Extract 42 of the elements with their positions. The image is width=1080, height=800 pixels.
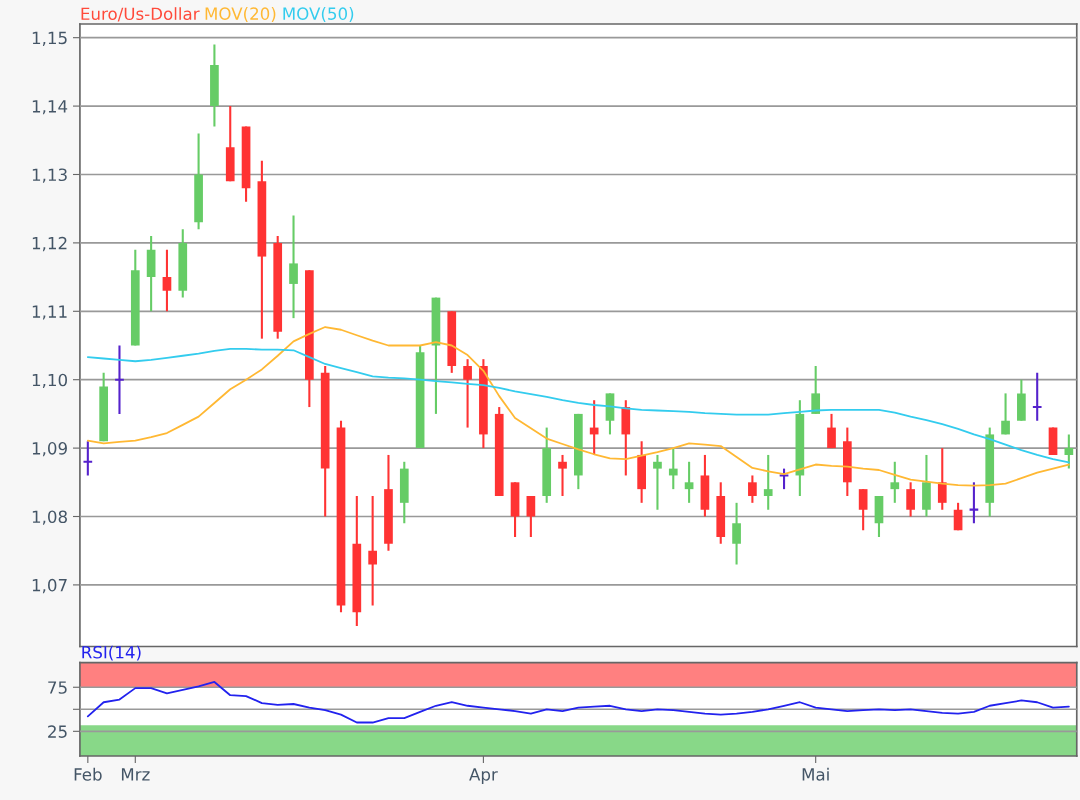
y-tick-label: 75	[48, 681, 67, 694]
candlestick	[1064, 433, 1074, 470]
candlestick	[906, 481, 915, 518]
y-tick-label: 1,11	[32, 305, 67, 320]
line-series	[86, 681, 1070, 724]
candlestick	[162, 248, 172, 313]
text: MOV(20)	[205, 7, 276, 22]
x-tick-label: Apr	[469, 768, 498, 784]
text: MOV(50)	[283, 7, 354, 22]
candlestick	[684, 460, 694, 504]
x-tick-label: Mai	[802, 767, 829, 781]
y-tick-label: 1,07	[32, 578, 67, 594]
chart-title: Euro/Us-Dollar	[81, 7, 200, 22]
candlestick	[811, 364, 821, 415]
candlestick	[653, 453, 662, 511]
line-series	[86, 348, 1070, 464]
y-tick-label: 1,08	[32, 510, 67, 525]
candlestick	[732, 501, 741, 566]
series-label: RSI(14)	[82, 645, 141, 661]
y-tick-label: 1,14	[32, 100, 68, 115]
x-tick-label: Mrz	[121, 768, 150, 781]
candlestick	[589, 399, 599, 456]
y-tick-label: 25	[48, 725, 67, 738]
candlestick	[1001, 392, 1010, 436]
candlestick	[890, 460, 900, 504]
candlestick	[368, 494, 377, 607]
y-tick-label: 1,15	[32, 31, 67, 46]
y-tick-label: 1,13	[32, 168, 67, 183]
candlestick	[748, 474, 757, 504]
candlestick	[858, 488, 868, 532]
candlestick	[526, 494, 536, 539]
x-tick-label: Feb	[74, 767, 102, 781]
candlestick	[558, 453, 567, 498]
candlestick	[937, 447, 947, 511]
y-tick-label: 1,10	[32, 373, 68, 388]
candlestick	[289, 214, 298, 320]
candlestick	[668, 447, 678, 491]
candlestick	[827, 412, 836, 450]
candlestick	[463, 358, 472, 429]
y-tick-label: 1,09	[32, 442, 67, 457]
candlestick	[763, 453, 773, 511]
y-tick-label: 1,12	[32, 236, 67, 252]
